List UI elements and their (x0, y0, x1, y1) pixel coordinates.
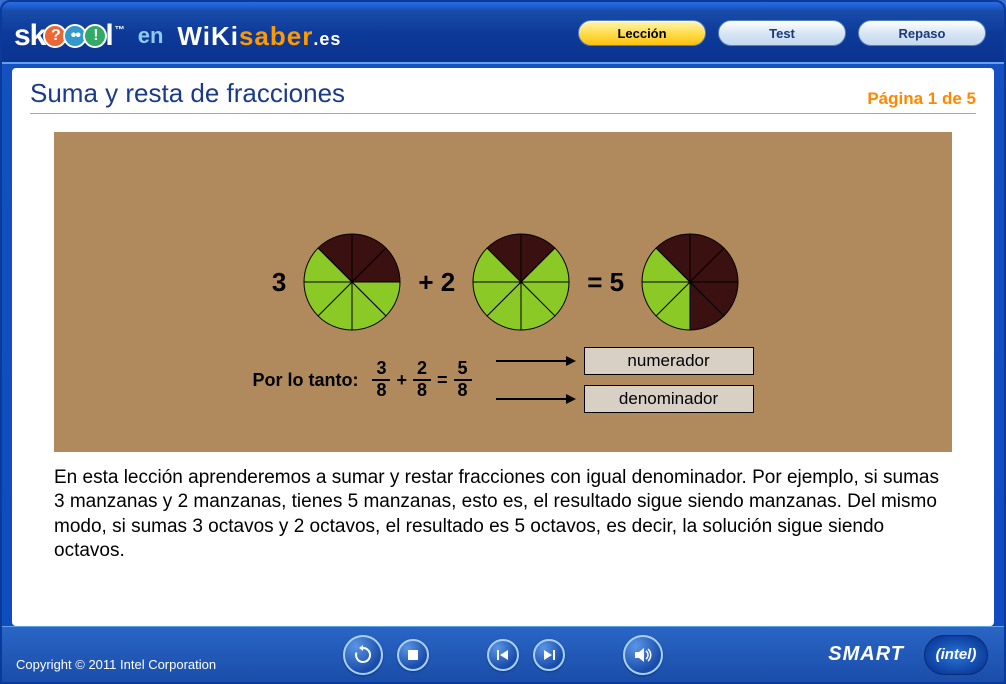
replay-button[interactable] (343, 635, 383, 675)
logo-skoool: sk ? •• ! l ™ (14, 19, 124, 53)
smart-logo: SMART (828, 643, 904, 666)
arrow-icon (496, 354, 576, 368)
equation-row: Por lo tanto: 3 8 + 2 8 = 5 8 (54, 347, 952, 413)
prev-icon (496, 648, 510, 662)
intel-text: intel (941, 646, 972, 663)
numerador-label: numerador (584, 347, 754, 375)
tab-leccion[interactable]: Lección (578, 20, 706, 46)
logo-es-part: .es (313, 29, 341, 49)
next-icon (542, 648, 556, 662)
logo-area: sk ? •• ! l ™ en WiKisaber.es (14, 19, 341, 53)
stop-button[interactable] (397, 639, 429, 671)
intel-logo: (intel) (924, 635, 988, 675)
nav-tabs: Lección Test Repaso (578, 20, 986, 46)
audio-button[interactable] (623, 635, 663, 675)
frac1-den: 8 (372, 381, 390, 401)
arrows-column: numerador denominador (496, 347, 754, 413)
arrow-numerador: numerador (496, 347, 754, 375)
lesson-body-text: En esta lección aprenderemos a sumar y r… (54, 466, 952, 563)
pie1-label: 3 (272, 267, 286, 298)
fraction-2: 2 8 (413, 359, 431, 401)
fraction-3: 5 8 (454, 359, 472, 401)
lesson-header: Suma y resta de fracciones Página 1 de 5 (30, 78, 976, 114)
stop-icon (407, 649, 419, 661)
frac3-num: 5 (454, 359, 472, 381)
content-area: Suma y resta de fracciones Página 1 de 5… (12, 68, 994, 626)
logo-circle-exclaim-icon: ! (83, 24, 107, 48)
page-indicator: Página 1 de 5 (867, 89, 976, 109)
pie3-label: = 5 (587, 267, 624, 298)
pie2-label: + 2 (418, 267, 455, 298)
fraction-1: 3 8 (372, 359, 390, 401)
arrow-icon (496, 392, 576, 406)
frac2-den: 8 (413, 381, 431, 401)
replay-icon (353, 645, 373, 665)
app-window: sk ? •• ! l ™ en WiKisaber.es Lección Te… (0, 0, 1006, 684)
lesson-title: Suma y resta de fracciones (30, 78, 345, 109)
pie-chart-2 (471, 232, 571, 332)
tab-test[interactable]: Test (718, 20, 846, 46)
logo-wikisaber: WiKisaber.es (177, 21, 341, 52)
header-bar: sk ? •• ! l ™ en WiKisaber.es Lección Te… (2, 10, 1004, 64)
op-plus: + (396, 370, 407, 391)
playback-controls (343, 635, 663, 675)
frac3-den: 8 (454, 381, 472, 401)
titlebar (2, 2, 1004, 10)
frac1-num: 3 (372, 359, 390, 381)
logo-saber-part: saber (239, 21, 313, 51)
logo-wiki-part: WiKi (177, 21, 239, 51)
logo-text-l: l (105, 19, 112, 53)
brand-logos: SMART (intel) (828, 635, 988, 675)
logo-en: en (138, 23, 164, 49)
denominador-label: denominador (584, 385, 754, 413)
footer-bar: Copyright © 2011 Intel Corporation SMART… (2, 626, 1004, 682)
pie-chart-3 (640, 232, 740, 332)
frac2-num: 2 (413, 359, 431, 381)
eqn-prefix: Por lo tanto: (252, 370, 358, 391)
logo-tm: ™ (115, 25, 124, 36)
next-button[interactable] (533, 639, 565, 671)
diagram-box: 3 + 2 = 5 Por lo tanto: 3 8 + 2 8 = (54, 132, 952, 452)
arrow-denominador: denominador (496, 385, 754, 413)
copyright-text: Copyright © 2011 Intel Corporation (16, 657, 216, 672)
prev-button[interactable] (487, 639, 519, 671)
logo-text-sk: sk (14, 19, 45, 53)
tab-repaso[interactable]: Repaso (858, 20, 986, 46)
pie-chart-1 (302, 232, 402, 332)
speaker-icon (633, 645, 653, 665)
pies-row: 3 + 2 = 5 (54, 232, 952, 332)
op-equals: = (437, 370, 448, 391)
